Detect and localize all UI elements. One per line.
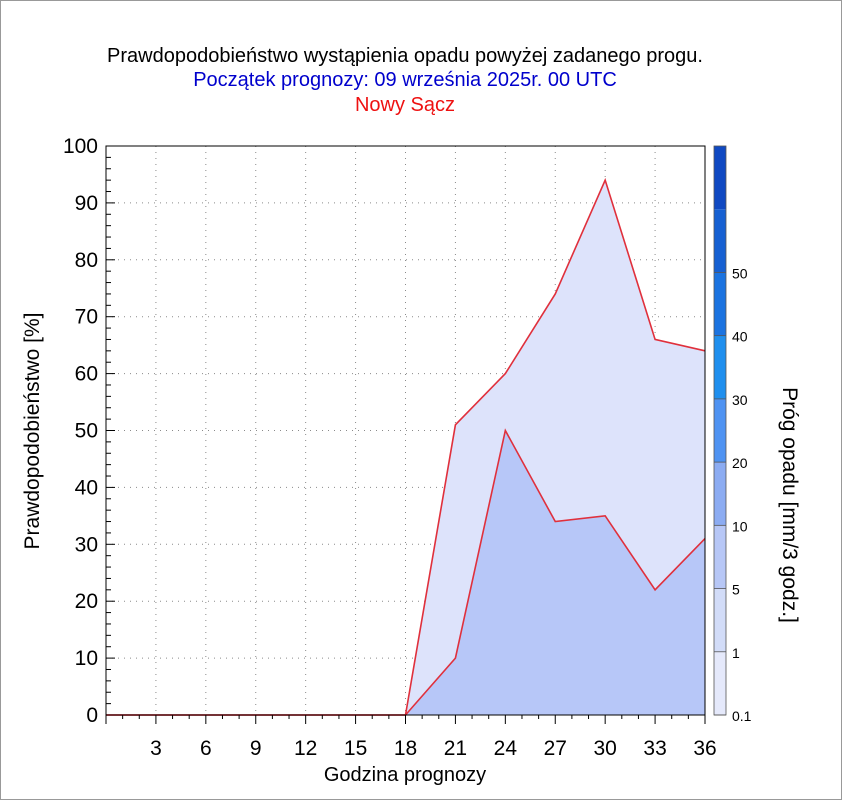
colorbar-segment [714,272,726,336]
y-tick-label: 50 [75,420,98,443]
colorbar-segment [714,398,726,463]
colorbar-tick-label: 0.1 [732,708,752,724]
x-tick-label: 30 [593,737,616,760]
colorbar-tick-label: 5 [732,582,740,598]
colorbar-label: Próg opadu [mm/3 godz.] [778,387,801,623]
area-threshold-1 [106,430,705,715]
y-tick-label: 30 [75,533,98,556]
colorbar-tick-label: 10 [732,518,748,534]
y-tick-label: 60 [75,363,98,386]
x-tick-label: 6 [200,737,212,760]
x-tick-label: 24 [494,737,518,760]
y-tick-label: 90 [75,192,98,215]
y-tick-label: 0 [86,704,98,727]
x-tick-label: 21 [444,737,467,760]
y-tick-label: 40 [75,476,98,499]
colorbar-segment [714,651,726,715]
colorbar-segment [714,588,726,652]
colorbar-tick-label: 40 [732,329,748,345]
x-tick-label: 15 [344,737,367,760]
x-tick-label: 3 [150,737,162,760]
x-tick-label: 12 [294,737,317,760]
x-tick-label: 27 [544,737,567,760]
colorbar-tick-label: 50 [732,265,748,281]
colorbar-segment [714,209,726,273]
colorbar-tick-label: 30 [732,392,748,408]
colorbar-segment [714,462,726,526]
y-tick-label: 80 [75,249,98,272]
colorbar: 0.1 1 5 10 20 30 40 50 [713,145,752,724]
colorbar-segment [714,146,726,210]
x-axis-label: Godzina prognozy [324,764,486,786]
y-tick-label: 20 [75,590,98,613]
colorbar-tick-label: 20 [732,455,748,471]
x-tick-label: 18 [394,737,417,760]
y-tick-label: 10 [75,647,98,670]
y-tick-label: 100 [63,135,98,158]
y-axis-label: Prawdopodobieństwo [%] [21,313,44,550]
chart-subtitle: Początek prognozy: 09 września 2025r. 00… [193,69,617,91]
colorbar-segment [714,335,726,399]
x-tick-label: 33 [643,737,666,760]
colorbar-segment [714,525,726,589]
colorbar-tick-label: 1 [732,645,740,661]
chart-location: Nowy Sącz [355,94,455,116]
x-tick-label: 9 [250,737,262,760]
x-tick-label: 36 [693,737,716,760]
chart-title: Prawdopodobieństwo wystąpienia opadu pow… [107,45,703,67]
y-tick-label: 70 [75,306,98,329]
